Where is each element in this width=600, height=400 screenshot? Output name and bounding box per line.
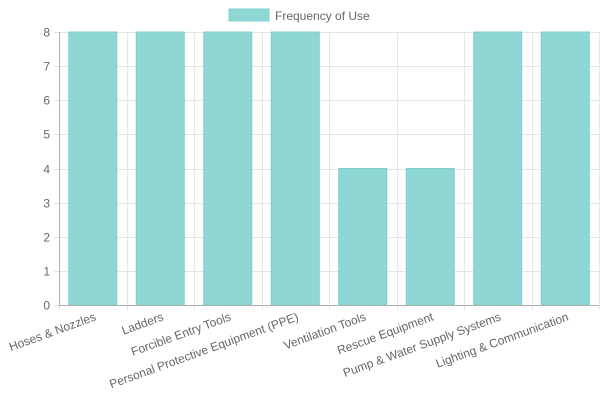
bar[interactable] bbox=[473, 31, 523, 306]
y-tick-label: 4 bbox=[43, 163, 50, 177]
legend-swatch bbox=[228, 8, 270, 22]
bars bbox=[68, 31, 590, 306]
y-tick-label: 3 bbox=[43, 197, 50, 211]
x-tick-label: Hoses & Nozzles bbox=[7, 310, 98, 354]
legend[interactable]: Frequency of Use bbox=[228, 8, 370, 23]
bar[interactable] bbox=[405, 168, 455, 306]
y-tick-label: 8 bbox=[43, 26, 50, 40]
bar[interactable] bbox=[270, 31, 320, 306]
y-tick-labels: 0 1 2 3 4 5 6 7 8 bbox=[43, 26, 50, 313]
axes bbox=[59, 32, 599, 306]
bar[interactable] bbox=[203, 31, 253, 306]
bar[interactable] bbox=[338, 168, 388, 306]
y-tick-label: 6 bbox=[43, 94, 50, 108]
bar[interactable] bbox=[540, 31, 590, 306]
y-tick-label: 7 bbox=[43, 60, 50, 74]
y-tick-label: 1 bbox=[43, 265, 50, 279]
bar[interactable] bbox=[135, 31, 185, 306]
y-tick-label: 2 bbox=[43, 231, 50, 245]
y-tick-label: 0 bbox=[43, 299, 50, 313]
legend-label: Frequency of Use bbox=[275, 9, 370, 23]
x-tick-label: Ladders bbox=[120, 310, 166, 338]
y-tick-label: 5 bbox=[43, 128, 50, 142]
bar[interactable] bbox=[68, 31, 118, 306]
